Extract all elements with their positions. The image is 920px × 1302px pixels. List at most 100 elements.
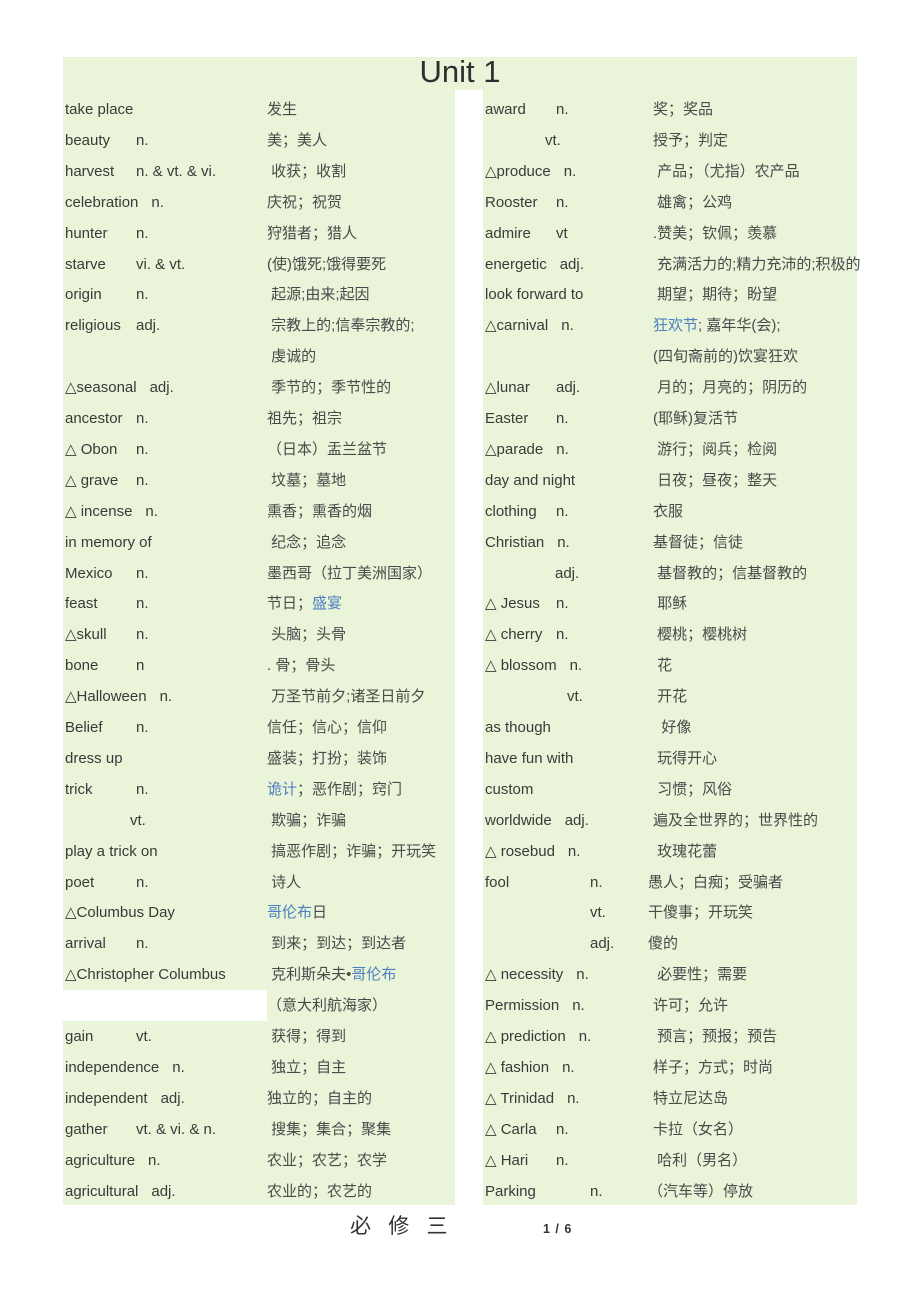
word-text: worldwide: [485, 812, 552, 829]
word-text: play a trick on: [65, 843, 158, 860]
vocab-row: feast n. 节日；盛宴: [65, 588, 453, 619]
word-text: △ Obon: [65, 441, 118, 458]
meaning-text: 农业的；农艺的: [267, 1176, 372, 1207]
meaning-segment: 月的；月亮的；阴历的: [653, 379, 808, 396]
meaning-segment: 狩猎者；猎人: [267, 225, 358, 242]
vocab-row: △ fashion n. 样子；方式；时尚: [485, 1052, 855, 1083]
part-of-speech: n.: [136, 441, 149, 458]
meaning-text: 雄禽；公鸡: [653, 187, 732, 218]
meaning-text: 授予；判定: [653, 125, 728, 156]
part-of-speech: n.: [172, 1059, 185, 1076]
vocab-column-left: take place 发生 beauty n. 美；美人 harvest n. & vt. …: [65, 94, 453, 1212]
part-of-speech: n.: [556, 626, 569, 643]
meaning-segment: 收获；收割: [267, 163, 347, 180]
vocab-row: harvest n. & vt. & vi. 收获；收割: [65, 156, 453, 187]
meaning-segment: (使)饿死;饿得要死: [267, 256, 387, 273]
meaning-segment: 盛装；打扮；装饰: [267, 750, 388, 767]
vocab-row: △ rosebud n. 玫瑰花蕾: [485, 836, 855, 867]
meaning-text: 虔诚的: [267, 341, 316, 372]
meaning-segment: 雄禽；公鸡: [653, 194, 733, 211]
vocab-row: arrival n. 到来；到达；到达者: [65, 928, 453, 959]
word-text: independence: [65, 1059, 160, 1076]
part-of-speech: adj.: [559, 256, 584, 273]
part-of-speech: n.: [572, 997, 585, 1014]
vocab-row: starve vi. & vt. (使)饿死;饿得要死: [65, 249, 453, 280]
meaning-segment: 墨西哥（拉丁美洲国家）: [267, 565, 433, 582]
vocab-row: Parking n. （汽车等）停放: [485, 1176, 855, 1207]
linked-term[interactable]: 哥伦布: [351, 966, 397, 983]
meaning-segment: .赞美；钦佩；羡慕: [653, 225, 778, 242]
meaning-text: 好像: [653, 712, 691, 743]
meaning-segment: （日本）盂兰盆节: [267, 441, 388, 458]
meaning-segment: 节日；: [267, 595, 313, 612]
part-of-speech: n.: [567, 843, 581, 860]
meaning-text: 庆祝；祝贺: [267, 187, 342, 218]
vocab-row: custom 习惯；风俗: [485, 774, 855, 805]
meaning-segment: ; 嘉年华(会);: [698, 317, 781, 334]
meaning-text: 诗人: [267, 867, 301, 898]
vocab-row: △lunar adj. 月的；月亮的；阴历的: [485, 372, 855, 403]
word-text: △produce: [485, 163, 551, 180]
linked-term[interactable]: 盛宴: [312, 595, 343, 612]
meaning-segment: 玫瑰花蕾: [653, 843, 718, 860]
vocab-row: 虔诚的: [65, 341, 453, 372]
vocab-row: take place 发生: [65, 94, 453, 125]
vocab-row: religious adj. 宗教上的;信奉宗教的;: [65, 310, 453, 341]
part-of-speech: n: [136, 657, 145, 674]
meaning-segment: 欺骗；诈骗: [267, 812, 347, 829]
meaning-segment: 搜集；集合；聚集: [267, 1121, 392, 1138]
vocab-row: Easter n. (耶稣)复活节: [485, 403, 855, 434]
meaning-text: . 骨；骨头: [267, 650, 335, 681]
word-text: beauty: [65, 132, 111, 149]
meaning-text: 节日；盛宴: [267, 588, 342, 619]
column-gutter: [455, 90, 483, 1205]
part-of-speech: n.: [556, 101, 569, 118]
vocab-row: gain vt. 获得；得到: [65, 1021, 453, 1052]
vocab-row: △Christopher Columbus 克利斯朵夫•哥伦布: [65, 959, 453, 990]
word-text: △ Hari: [485, 1152, 529, 1169]
meaning-segment: 到来；到达；到达者: [267, 935, 407, 952]
meaning-text: 获得；得到: [267, 1021, 346, 1052]
word-text: award: [485, 101, 526, 118]
vocab-row: dress up 盛装；打扮；装饰: [65, 743, 453, 774]
linked-term[interactable]: 狂欢节: [653, 317, 699, 334]
word-text: arrival: [65, 935, 106, 952]
linked-term[interactable]: 哥伦布: [267, 904, 313, 921]
word-text: △ Jesus: [485, 595, 540, 612]
meaning-segment: 宗教上的;信奉宗教的;: [267, 317, 415, 334]
meaning-text: (耶稣)复活节: [653, 403, 738, 434]
part-of-speech: n.: [136, 595, 149, 612]
meaning-segment: 好像: [653, 719, 692, 736]
word-text: clothing: [485, 503, 537, 520]
vocab-row: △ incense n. 熏香；熏香的烟: [65, 496, 453, 527]
meaning-text: 搞恶作剧；诈骗；开玩笑: [267, 836, 436, 867]
word-text: △Christopher Columbus: [65, 966, 226, 983]
footer-page-number: 1 / 6: [543, 1222, 573, 1236]
word-text: day and night: [485, 472, 576, 489]
word-text: poet: [65, 874, 95, 891]
meaning-text: 哥伦布日: [267, 897, 327, 928]
meaning-text: 祖先；祖宗: [267, 403, 342, 434]
page-title: Unit 1: [419, 54, 501, 89]
meaning-segment: 期望；期待；盼望: [653, 286, 778, 303]
vocab-row: vt. 开花: [485, 681, 855, 712]
meaning-segment: 奖；奖品: [653, 101, 714, 118]
linked-term[interactable]: 诡计: [267, 781, 298, 798]
meaning-text: (使)饿死;饿得要死: [267, 249, 386, 280]
part-of-speech: vt.: [136, 1028, 152, 1045]
meaning-segment: 樱桃；樱桃树: [653, 626, 748, 643]
vocab-row: △ Hari n. 哈利（男名）: [485, 1145, 855, 1176]
meaning-text: 预言；预报；预告: [653, 1021, 777, 1052]
word-text: trick: [65, 781, 93, 798]
vocab-row: fool n. 愚人；白痴；受骗者: [485, 867, 855, 898]
meaning-segment: (耶稣)复活节: [653, 410, 738, 427]
meaning-text: 信任；信心；信仰: [267, 712, 387, 743]
meaning-text: 遍及全世界的；世界性的: [653, 805, 818, 836]
word-text: as though: [485, 719, 551, 736]
meaning-segment: 季节的；季节性的: [267, 379, 392, 396]
meaning-text: 特立尼达岛: [653, 1083, 728, 1114]
meaning-segment: 纪念；追念: [267, 534, 347, 551]
meaning-text: 玩得开心: [653, 743, 717, 774]
meaning-segment: 衣服: [653, 503, 684, 520]
meaning-text: 哈利（男名）: [653, 1145, 747, 1176]
